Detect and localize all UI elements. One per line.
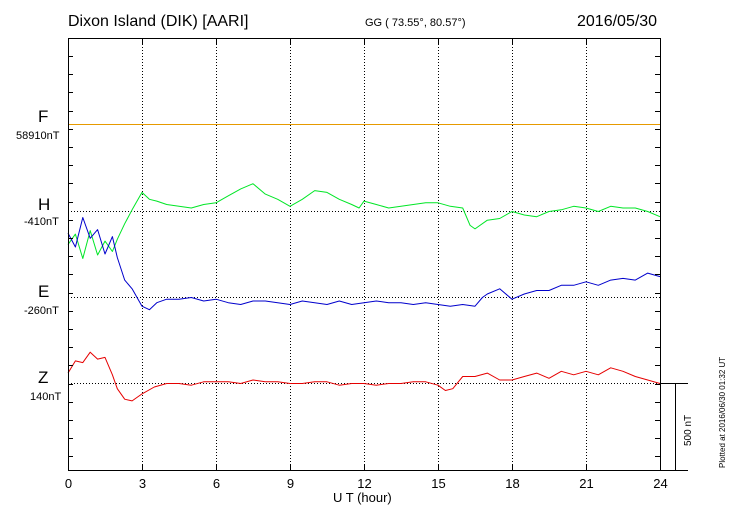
x-tick-label-24: 24 [653, 476, 667, 491]
chart-title: Dixon Island (DIK) [AARI] [68, 13, 249, 30]
chart-traces [67, 124, 661, 402]
x-axis-label: U T (hour) [333, 490, 392, 505]
x-tick-label-3: 3 [139, 476, 146, 491]
x-tick-label-9: 9 [287, 476, 294, 491]
channel-baseline-e: -260nT [24, 305, 59, 317]
scale-bar-label: 500 nT [683, 414, 694, 446]
x-tick-label-0: 0 [65, 476, 72, 491]
plotted-timestamp: Plotted at 2016/06/30 01:32 UT [718, 356, 727, 468]
x-tick-label-18: 18 [505, 476, 519, 491]
channel-label-f: F [38, 107, 49, 126]
scale-bar [660, 383, 688, 471]
channel-label-e: E [38, 282, 50, 301]
series-line-e [67, 217, 661, 311]
station-coordinates: GG ( 73.55°, 80.57°) [365, 17, 466, 29]
x-tick-label-15: 15 [431, 476, 445, 491]
channel-label-h: H [38, 195, 51, 214]
channel-baseline-h: -410nT [24, 216, 59, 228]
series-line-z [67, 351, 661, 402]
x-tick-label-6: 6 [213, 476, 220, 491]
channel-baseline-f: 58910nT [16, 130, 60, 142]
x-tick-label-21: 21 [579, 476, 593, 491]
channel-label-z: Z [38, 368, 49, 387]
chart-grid [68, 38, 660, 470]
chart-ticks: 0 3 6 9 12 15 18 21 24 [65, 38, 668, 491]
chart-date: 2016/05/30 [577, 13, 658, 30]
channel-baseline-z: 140nT [30, 391, 62, 403]
series-line-h [67, 183, 661, 259]
x-tick-label-12: 12 [357, 476, 371, 491]
